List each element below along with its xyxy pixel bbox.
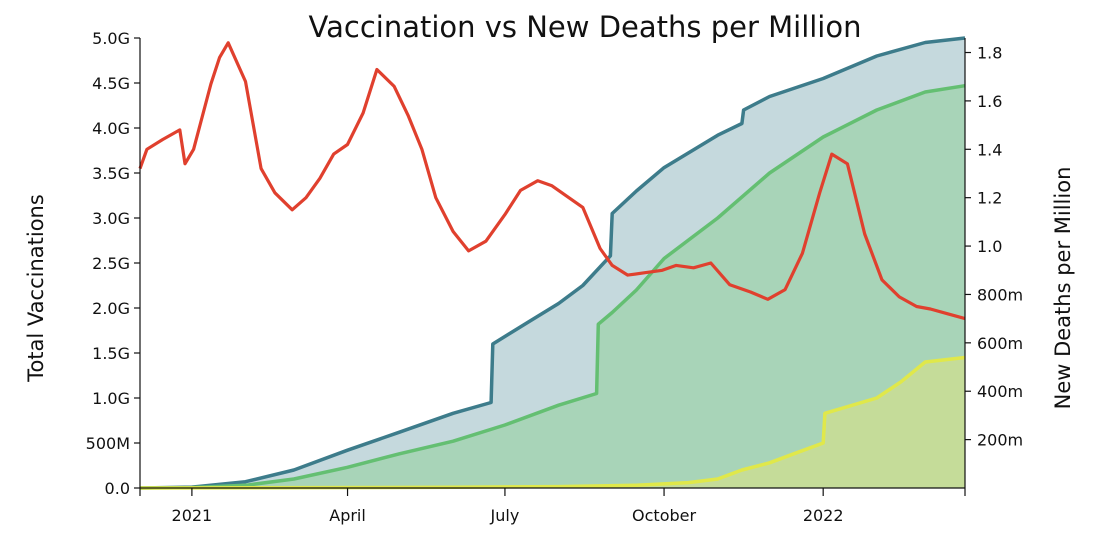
y-left-tick-label: 2.0G bbox=[92, 299, 130, 318]
y-left-tick-label: 3.5G bbox=[92, 164, 130, 183]
y-right-tick-label: 600m bbox=[977, 334, 1023, 353]
y-right-tick-label: 200m bbox=[977, 431, 1023, 450]
total_vaccinations-line bbox=[139, 36, 966, 490]
x-tick-label: July bbox=[490, 506, 520, 525]
y-right-tick-label: 1.2 bbox=[977, 189, 1002, 208]
people_vaccinated-area bbox=[140, 85, 965, 488]
y-right-tick-label: 1.6 bbox=[977, 92, 1002, 111]
people_fully_vaccinated-area bbox=[140, 357, 965, 488]
y-left-tick-label: 3.0G bbox=[92, 209, 130, 228]
x-tick-label: 2022 bbox=[803, 506, 844, 525]
chart-title: Vaccination vs New Deaths per Million bbox=[309, 10, 862, 44]
x-tick-label: April bbox=[329, 506, 366, 525]
area-layer bbox=[140, 38, 965, 488]
y-right-tick-label: 1.0 bbox=[977, 237, 1002, 256]
x-tick-label: October bbox=[632, 506, 696, 525]
new-deaths-line bbox=[138, 41, 966, 321]
y-left-tick-label: 4.5G bbox=[92, 74, 130, 93]
y-left-tick-label: 500M bbox=[86, 434, 130, 453]
axes-layer: 0.0 500M 1.0G 1.5G 2.0G 2.5G 3.0G 3.5G 4.0G 4.5G 5… bbox=[86, 29, 1023, 525]
line-layer bbox=[138, 36, 966, 490]
y-right-tick-label: 1.4 bbox=[977, 140, 1002, 159]
y-right-tick-label: 800m bbox=[977, 285, 1023, 304]
y-right-tick-label: 1.8 bbox=[977, 44, 1002, 63]
y-left-tick-label: 4.0G bbox=[92, 119, 130, 138]
y-left-tick-label: 5.0G bbox=[92, 29, 130, 48]
y-left-tick-label: 2.5G bbox=[92, 254, 130, 273]
people_vaccinated-line bbox=[139, 83, 966, 490]
y-right-axis-label: New Deaths per Million bbox=[1051, 167, 1075, 410]
people_fully_vaccinated-line bbox=[139, 355, 966, 490]
y-right-tick-label: 400m bbox=[977, 382, 1023, 401]
y-left-axis-label: Total Vaccinations bbox=[24, 194, 48, 383]
y-left-tick-label: 1.0G bbox=[92, 389, 130, 408]
y-left-tick-label: 1.5G bbox=[92, 344, 130, 363]
y-left-tick-label: 0.0 bbox=[105, 479, 130, 498]
x-tick-label: 2021 bbox=[172, 506, 213, 525]
